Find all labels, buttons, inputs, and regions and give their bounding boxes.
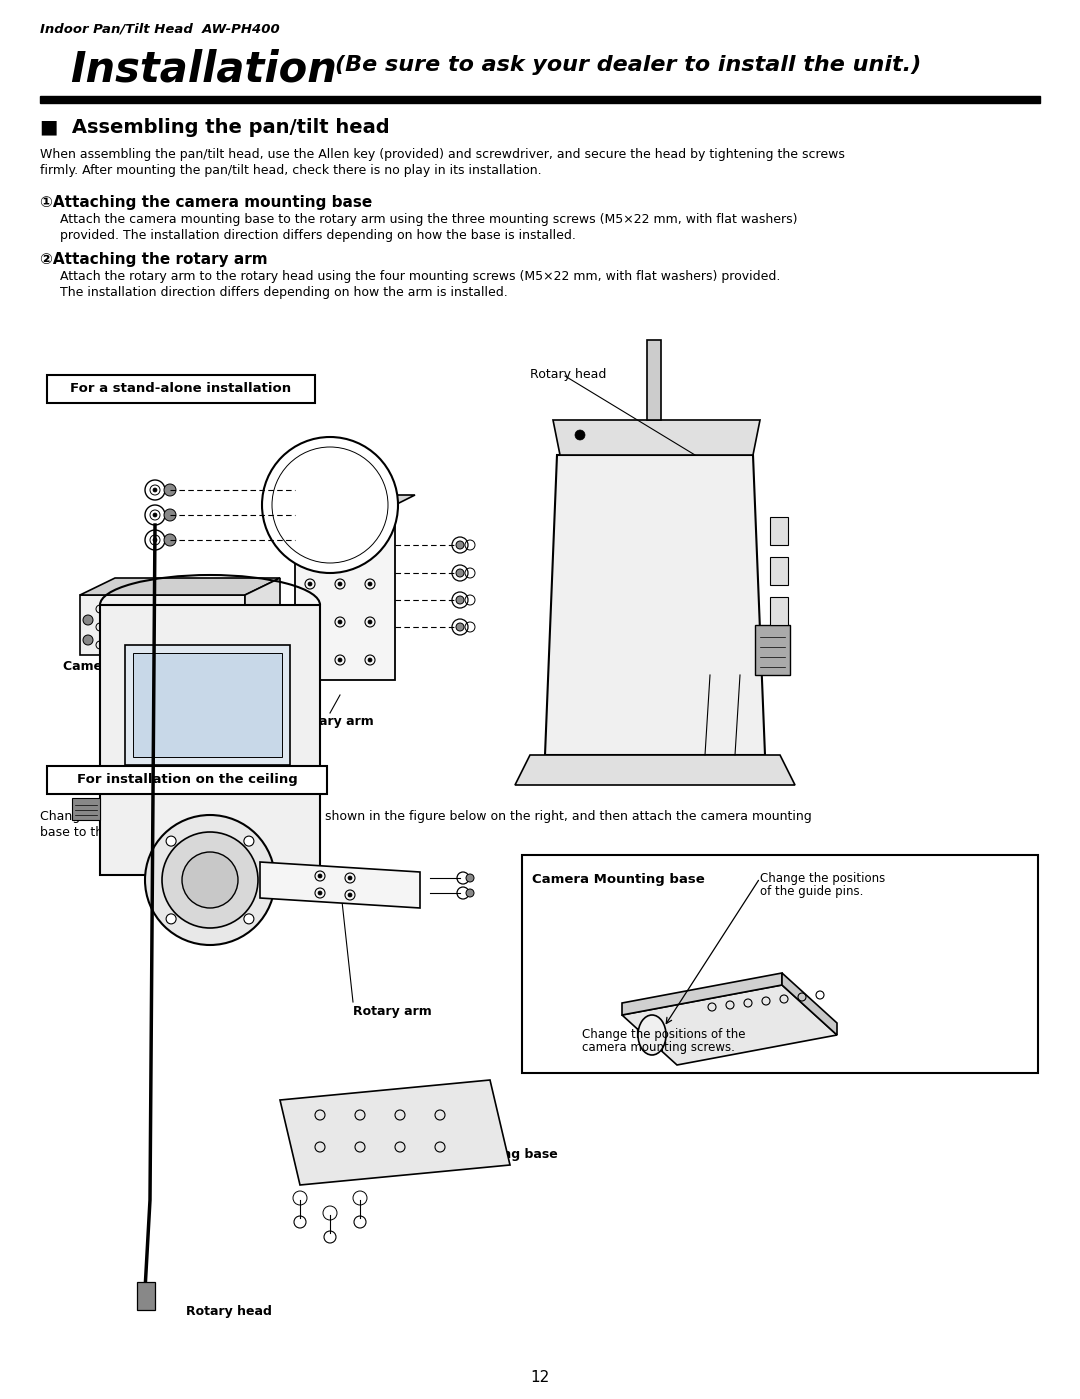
Bar (133, 653, 282, 757)
Polygon shape (245, 578, 280, 655)
Text: For a stand-alone installation: For a stand-alone installation (70, 382, 292, 396)
Circle shape (83, 635, 93, 645)
Bar (770, 557, 788, 585)
Circle shape (164, 484, 176, 497)
Text: Camera Mounting base: Camera Mounting base (532, 873, 705, 886)
Circle shape (575, 429, 585, 441)
Text: Attach the camera mounting base to the rotary arm using the three mounting screw: Attach the camera mounting base to the r… (60, 213, 797, 227)
Circle shape (308, 582, 312, 586)
Text: firmly. After mounting the pan/tilt head, check there is no play in its installa: firmly. After mounting the pan/tilt head… (40, 164, 542, 178)
Polygon shape (622, 972, 782, 1016)
Circle shape (368, 544, 372, 548)
Text: ①Attaching the camera mounting base: ①Attaching the camera mounting base (40, 194, 373, 210)
Circle shape (308, 620, 312, 624)
Bar (125, 645, 291, 765)
Circle shape (244, 914, 254, 923)
Circle shape (456, 569, 464, 576)
Polygon shape (80, 578, 280, 595)
Polygon shape (295, 505, 395, 680)
Polygon shape (553, 420, 760, 455)
Text: (Be sure to ask your dealer to install the unit.): (Be sure to ask your dealer to install t… (335, 55, 921, 76)
Circle shape (153, 513, 157, 518)
Circle shape (338, 582, 342, 586)
Polygon shape (782, 972, 837, 1035)
Circle shape (338, 620, 342, 624)
Text: Rotary arm: Rotary arm (353, 1004, 432, 1018)
Circle shape (465, 888, 474, 897)
Bar (137, 1281, 156, 1309)
Bar (522, 855, 1038, 1073)
Circle shape (166, 914, 176, 923)
Text: Attach the rotary arm to the rotary head using the four mounting screws (M5×22 m: Attach the rotary arm to the rotary head… (60, 270, 781, 283)
Circle shape (348, 893, 352, 897)
Circle shape (456, 541, 464, 548)
Circle shape (338, 544, 342, 548)
Circle shape (456, 623, 464, 631)
Polygon shape (622, 985, 837, 1065)
Bar (48, 375, 315, 403)
Text: Rotary arm: Rotary arm (295, 715, 374, 727)
Text: Change the positions of the: Change the positions of the (582, 1028, 745, 1041)
Circle shape (153, 488, 157, 492)
Polygon shape (280, 1080, 510, 1185)
Text: Rotary head: Rotary head (530, 368, 606, 381)
Circle shape (348, 876, 352, 880)
Bar (770, 518, 788, 546)
Circle shape (308, 544, 312, 548)
Text: For installation on the ceiling: For installation on the ceiling (77, 774, 297, 786)
Circle shape (465, 874, 474, 881)
Circle shape (166, 837, 176, 846)
Text: Camera mounting base: Camera mounting base (395, 1149, 557, 1161)
Text: of the guide pins.: of the guide pins. (760, 886, 863, 898)
Text: ■  Assembling the pan/tilt head: ■ Assembling the pan/tilt head (40, 118, 390, 137)
Text: The installation direction differs depending on how the arm is installed.: The installation direction differs depen… (60, 285, 508, 299)
Circle shape (368, 582, 372, 586)
Circle shape (368, 620, 372, 624)
Circle shape (164, 534, 176, 546)
Text: provided. The installation direction differs depending on how the base is instal: provided. The installation direction dif… (60, 229, 576, 242)
Circle shape (83, 616, 93, 625)
Circle shape (145, 816, 275, 944)
Ellipse shape (638, 1016, 666, 1055)
Circle shape (153, 539, 157, 541)
Circle shape (164, 509, 176, 520)
Polygon shape (260, 862, 420, 908)
Text: Rotary head: Rotary head (186, 1305, 272, 1318)
Text: Installation: Installation (70, 48, 337, 90)
Bar (100, 604, 320, 874)
Circle shape (368, 658, 372, 662)
Text: Indoor Pan/Tilt Head  AW-PH400: Indoor Pan/Tilt Head AW-PH400 (40, 22, 280, 35)
Polygon shape (515, 755, 795, 785)
Text: camera mounting screws.: camera mounting screws. (582, 1041, 734, 1053)
Bar (48, 767, 327, 795)
Bar (40, 97, 1040, 104)
Text: Change the positions: Change the positions (760, 872, 886, 886)
Circle shape (262, 436, 399, 574)
Text: ②Attaching the rotary arm: ②Attaching the rotary arm (40, 252, 268, 267)
Polygon shape (295, 495, 415, 505)
Text: base to the rotary arm.: base to the rotary arm. (40, 825, 186, 839)
Circle shape (456, 596, 464, 604)
Bar (755, 625, 789, 674)
Circle shape (318, 874, 322, 879)
Circle shape (244, 837, 254, 846)
Circle shape (338, 658, 342, 662)
Bar (72, 797, 100, 820)
Circle shape (318, 891, 322, 895)
Text: 12: 12 (530, 1370, 550, 1385)
Polygon shape (545, 455, 765, 755)
Text: When assembling the pan/tilt head, use the Allen key (provided) and screwdriver,: When assembling the pan/tilt head, use t… (40, 148, 845, 161)
Circle shape (162, 832, 258, 928)
Text: Camera mounting base: Camera mounting base (63, 660, 226, 673)
Bar (647, 340, 661, 420)
Polygon shape (80, 595, 245, 655)
Circle shape (308, 658, 312, 662)
Circle shape (183, 852, 238, 908)
Bar (770, 597, 788, 625)
Text: Change the guide pin and screw positions as shown in the figure below on the rig: Change the guide pin and screw positions… (40, 810, 812, 823)
